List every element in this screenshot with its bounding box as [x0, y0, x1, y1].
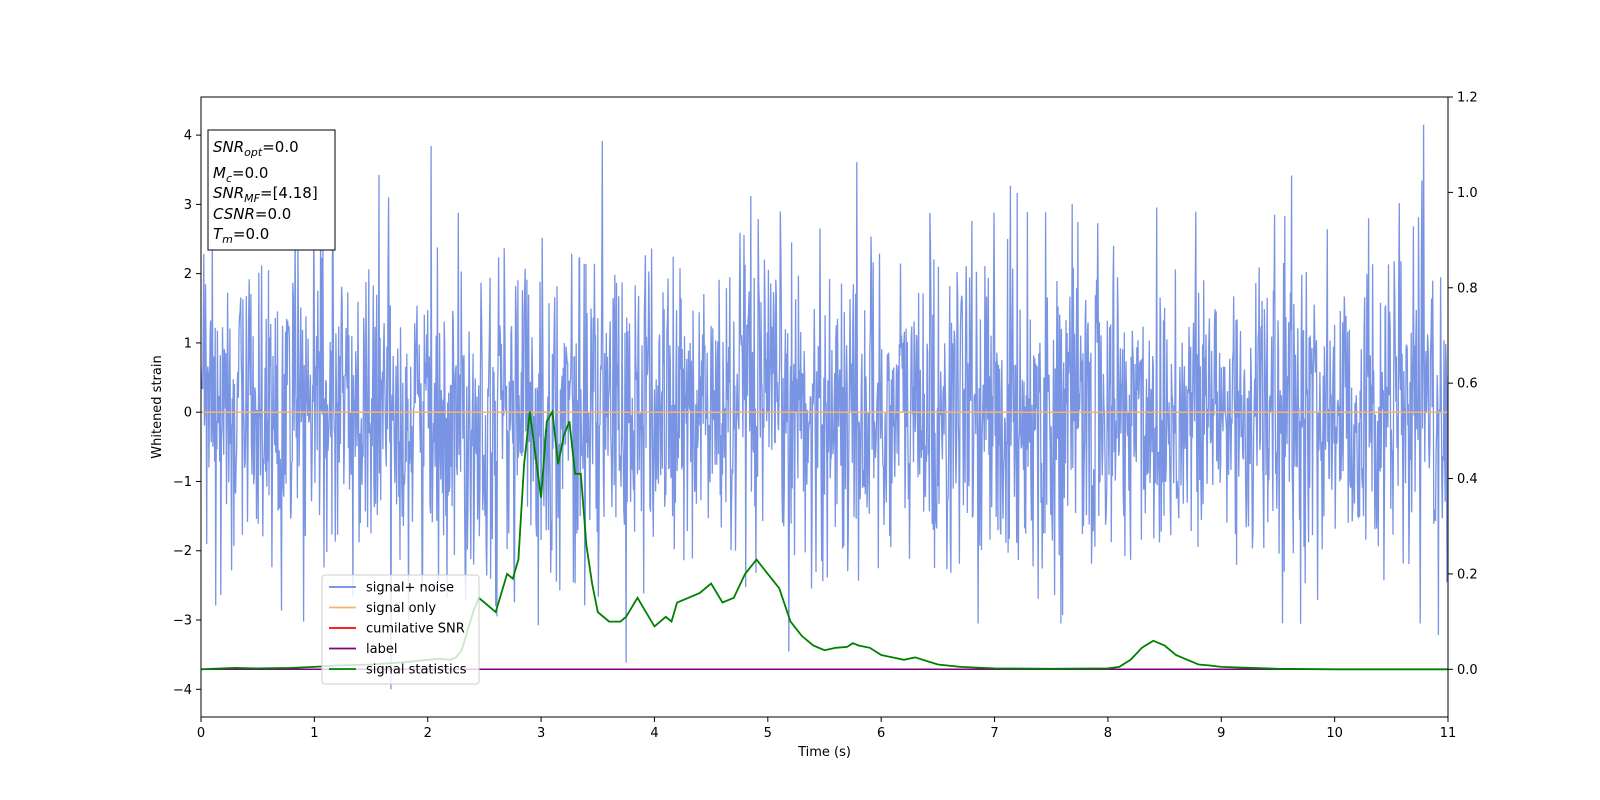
stats-line: SNRMF=[4.18] [213, 184, 318, 205]
y-tick-label-right: 0.4 [1457, 472, 1478, 487]
x-tick-label: 0 [197, 726, 205, 741]
stats-line: SNRopt=0.0 [213, 138, 299, 159]
x-tick-label: 5 [764, 726, 772, 741]
y-tick-label-right: 0.6 [1457, 377, 1478, 392]
x-tick-label: 2 [424, 726, 432, 741]
y-tick-label-right: 1.2 [1457, 91, 1478, 106]
legend-entry: signal+ noise [366, 581, 454, 596]
noise-series [201, 124, 1448, 690]
y-tick-label-left: −2 [173, 544, 192, 559]
x-tick-label: 8 [1104, 726, 1112, 741]
legend-entry: cumilative SNR [366, 622, 465, 637]
x-tick-label: 3 [537, 726, 545, 741]
x-tick-label: 10 [1326, 726, 1343, 741]
x-tick-label: 7 [990, 726, 998, 741]
legend-entry: label [366, 642, 397, 657]
y-tick-label-left: −1 [173, 475, 192, 490]
legend-entry: signal statistics [366, 663, 467, 678]
y-tick-label-left: 4 [184, 129, 192, 144]
stats-box-frame [207, 129, 336, 251]
x-tick-label: 1 [310, 726, 318, 741]
y-tick-label-left: 0 [184, 406, 192, 421]
y-tick-label-left: −3 [173, 614, 192, 629]
y-tick-label-right: 1.0 [1457, 186, 1478, 201]
stats-line: CSNR=0.0 [213, 205, 291, 223]
x-tick-label: 4 [650, 726, 658, 741]
x-axis-label: Time (s) [797, 745, 851, 760]
y-tick-label-left: 1 [184, 336, 192, 351]
y-tick-label-left: −4 [173, 683, 192, 698]
stats-line: Mc=0.0 [213, 164, 268, 185]
stats-line: Tm=0.0 [213, 225, 269, 246]
legend-frame [321, 574, 480, 685]
legend: signal+ noise signal only cumilative SNR la… [321, 574, 480, 685]
y-tick-label-right: 0.0 [1457, 663, 1478, 678]
axes: 0 1 2 3 4 5 6 7 8 9 10 11 −4 −3 −2 −1 0 1 2 3 4 0.0 0.2 0.4 0.6 0… [173, 91, 1478, 742]
y-axis-label-left: Whitened strain [150, 355, 165, 458]
y-tick-label-left: 2 [184, 267, 192, 282]
y-tick-label-left: 3 [184, 198, 192, 213]
x-tick-label: 9 [1217, 726, 1225, 741]
series-signal-noise-line [201, 124, 1448, 690]
legend-entry: signal only [366, 601, 436, 616]
y-tick-label-right: 0.2 [1457, 567, 1478, 582]
y-tick-label-right: 0.8 [1457, 281, 1478, 296]
x-tick-label: 6 [877, 726, 885, 741]
plot-frame [200, 96, 1449, 718]
x-tick-label: 11 [1440, 726, 1457, 741]
